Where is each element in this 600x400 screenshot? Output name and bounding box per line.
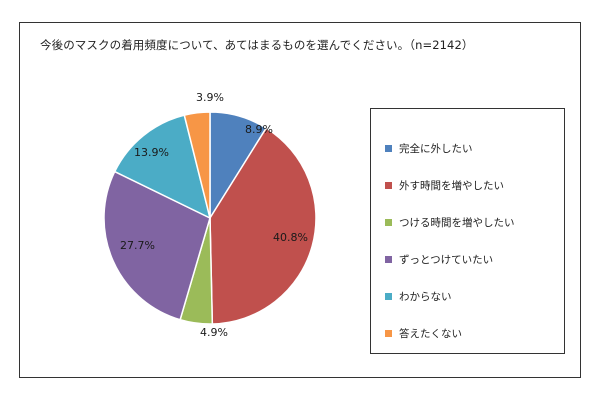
legend-swatch — [385, 219, 392, 226]
pie-chart: 8.9% 40.8% 4.9% 27.7% 13.9% 3.9% — [103, 91, 317, 339]
slice-value-label: 13.9% — [134, 146, 169, 159]
pie-slice — [103, 170, 211, 321]
legend-label: 外す時間を増やしたい — [399, 180, 504, 192]
legend-item: ずっとつけていたい — [385, 252, 493, 267]
legend-label: ずっとつけていたい — [399, 254, 494, 266]
legend-label: わからない — [399, 291, 452, 303]
legend-swatch — [385, 145, 392, 152]
slice-value-label: 4.9% — [200, 326, 228, 339]
legend-item: 完全に外したい — [385, 141, 473, 156]
legend-item: つける時間を増やしたい — [385, 215, 515, 230]
slice-value-label: 27.7% — [120, 239, 155, 252]
pie-slice — [183, 111, 211, 219]
slice-value-label: 3.9% — [196, 91, 224, 104]
slice-value-label: 40.8% — [273, 231, 308, 244]
legend-swatch — [385, 293, 392, 300]
pie-slice — [209, 127, 317, 325]
legend-item: わからない — [385, 289, 452, 304]
legend-label: つける時間を増やしたい — [399, 217, 515, 229]
legend-swatch — [385, 330, 392, 337]
chart-frame: 今後のマスクの着用頻度について、あてはまるものを選んでください。（n=2142）… — [19, 22, 581, 378]
legend-swatch — [385, 182, 392, 189]
legend-item: 外す時間を増やしたい — [385, 178, 504, 193]
legend: 完全に外したい外す時間を増やしたい つける時間を増やしたい ずっとつけていたい わから… — [370, 108, 565, 354]
legend-swatch — [385, 256, 392, 263]
legend-label: 答えたくない — [399, 328, 462, 340]
legend-label: 完全に外したい — [399, 143, 473, 155]
pie-slice — [113, 114, 212, 220]
chart-title: 今後のマスクの着用頻度について、あてはまるものを選んでください。（n=2142） — [40, 38, 474, 52]
slice-value-label: 8.9% — [245, 123, 273, 136]
legend-item: 答えたくない — [385, 326, 462, 341]
